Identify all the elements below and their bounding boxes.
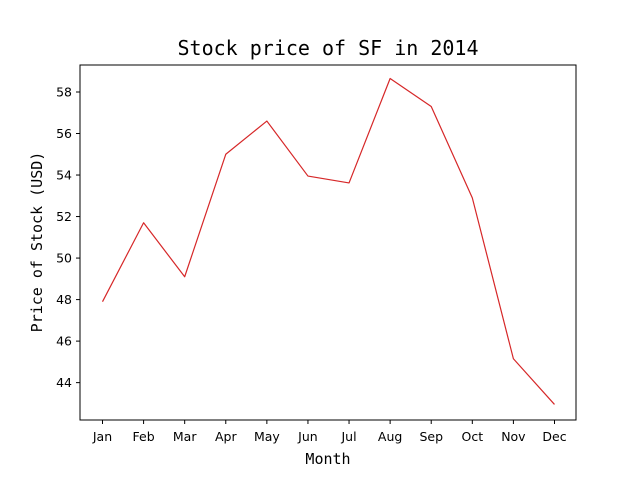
y-tick-label: 50 (56, 251, 72, 266)
y-tick-label: 52 (56, 209, 72, 224)
y-tick-label: 46 (56, 334, 72, 349)
x-tick-label: Aug (378, 429, 402, 444)
x-tick-label: May (254, 429, 280, 444)
series-line (101, 77, 555, 405)
y-tick-label: 44 (56, 375, 72, 390)
x-tick-label: Jan (92, 429, 112, 444)
plot-area: Jan Feb Mar Apr May Jun Jul Aug Sep Oct Nov Dec 44 46… (56, 77, 567, 444)
y-tick-label: 54 (56, 168, 72, 183)
x-tick-label: Sep (419, 429, 443, 444)
y-axis-label: Price of Stock (USD) (28, 152, 46, 333)
x-tick-label: Nov (501, 429, 526, 444)
y-tick-label: 48 (56, 292, 72, 307)
plot-frame (79, 64, 577, 421)
x-tick-label: Oct (461, 429, 483, 444)
y-tick-label: 56 (56, 126, 72, 141)
x-tick-label: Feb (133, 429, 155, 444)
x-axis-label: Month (305, 450, 350, 468)
x-tick-label: Jun (297, 429, 318, 444)
x-tick-label: Jul (340, 429, 356, 444)
chart-title: Stock price of SF in 2014 (177, 36, 478, 60)
x-tick-label: Mar (173, 429, 197, 444)
y-tick-label: 58 (56, 84, 72, 99)
x-tick-label: Apr (215, 429, 237, 444)
x-tick-label: Dec (542, 429, 566, 444)
